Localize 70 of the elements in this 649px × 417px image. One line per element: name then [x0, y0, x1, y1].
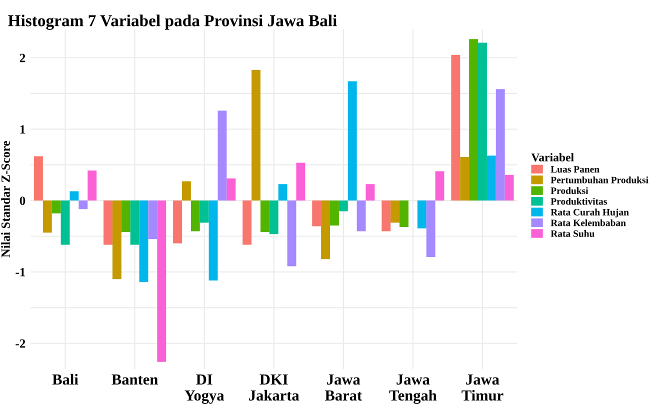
- bar: [382, 200, 391, 232]
- bar: [366, 184, 375, 201]
- y-tick-label: 2: [20, 54, 26, 62]
- bar: [52, 200, 61, 214]
- bar: [148, 200, 158, 240]
- x-tick-label: DKI Jakarta: [249, 374, 300, 401]
- bar: [400, 200, 408, 227]
- bar: [60, 200, 70, 245]
- bar: [218, 110, 227, 201]
- bar: [260, 200, 270, 232]
- bar: [356, 200, 366, 232]
- bar: [42, 200, 52, 233]
- bar: [321, 200, 330, 260]
- y-tick-label: -2: [16, 339, 26, 348]
- legend-label: Rata Kelembaban: [550, 219, 626, 226]
- x-tick-label: DI Yogya: [184, 374, 224, 404]
- bar: [496, 89, 505, 201]
- legend-label: Rata Suhu: [550, 230, 594, 237]
- bar: [504, 174, 514, 201]
- y-tick-label: -1: [16, 268, 25, 276]
- y-tick-label: 1: [20, 125, 25, 134]
- bar: [200, 200, 209, 223]
- bar: [330, 200, 339, 226]
- bar: [348, 81, 357, 201]
- bar: [88, 170, 97, 201]
- bar: [460, 156, 470, 201]
- bar: [121, 200, 130, 232]
- legend-label: Produksi: [550, 187, 588, 194]
- x-tick-label: Banten: [112, 374, 158, 385]
- legend-label: Produktivitas: [550, 198, 607, 205]
- bar: [78, 200, 88, 210]
- bar: [70, 191, 79, 201]
- bar: [469, 39, 478, 201]
- bar: [435, 171, 444, 201]
- bar: [426, 200, 436, 257]
- bar: [287, 200, 296, 266]
- bar: [190, 200, 200, 232]
- bar: [208, 200, 218, 281]
- bar: [182, 181, 191, 201]
- y-tick-label: 0: [20, 196, 26, 206]
- chart-title: Histogram 7 Variabel pada Provinsi Jawa Bali: [8, 14, 337, 30]
- legend-label: Rata Curah Hujan: [550, 208, 629, 218]
- bar: [139, 200, 148, 282]
- bar: [390, 200, 400, 223]
- bar: [157, 200, 166, 362]
- bar: [296, 162, 306, 201]
- bar: [242, 200, 252, 245]
- bar: [486, 156, 496, 201]
- bar: [478, 42, 487, 201]
- bar: [417, 200, 426, 228]
- x-tick-label: Jawa Barat: [325, 374, 362, 401]
- bar: [104, 200, 112, 245]
- bar: [451, 54, 460, 201]
- bar: [226, 178, 236, 201]
- bar: [278, 184, 288, 201]
- legend-label: Luas Panen: [550, 166, 600, 173]
- bar: [112, 200, 122, 280]
- x-tick-label: Jawa Tengah: [389, 374, 437, 404]
- bar: [252, 70, 260, 201]
- y-axis-title: Nilai Standar Z-Score: [1, 140, 10, 258]
- bar: [34, 156, 43, 201]
- bar: [269, 200, 278, 234]
- bar: [338, 200, 348, 212]
- legend-title: Variabel: [531, 153, 574, 162]
- bar: [312, 200, 322, 226]
- x-tick-label: Jawa Timur: [462, 374, 504, 401]
- x-tick-label: Bali: [52, 374, 78, 385]
- bar: [173, 200, 182, 244]
- legend-label: Pertumbuhan Produksi: [550, 176, 648, 184]
- bar: [130, 200, 140, 245]
